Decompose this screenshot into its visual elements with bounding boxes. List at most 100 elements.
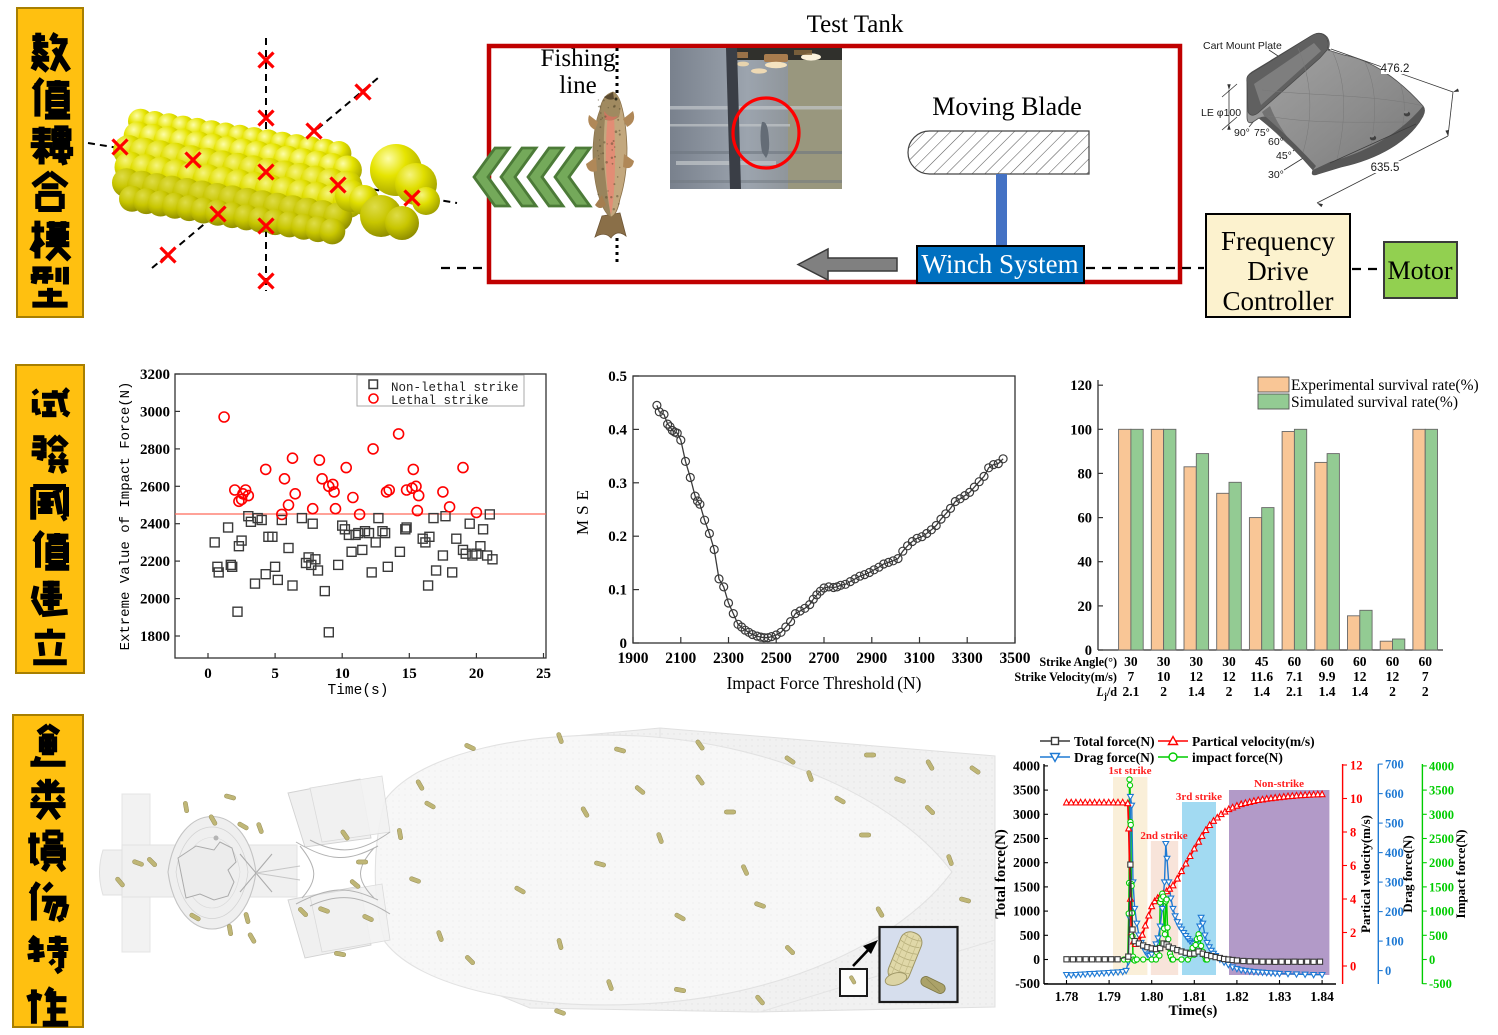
svg-text:Total force(N): Total force(N): [1074, 734, 1155, 749]
svg-text:1.4: 1.4: [1319, 684, 1336, 699]
svg-text:Time(s): Time(s): [328, 683, 389, 699]
svg-text:Drag force(N): Drag force(N): [1074, 750, 1154, 765]
svg-text:45°: 45°: [1276, 150, 1292, 162]
svg-text:10: 10: [1350, 792, 1363, 806]
svg-text:7: 7: [1422, 669, 1429, 684]
svg-text:60: 60: [1288, 654, 1302, 669]
svg-text:0: 0: [1350, 960, 1356, 974]
svg-text:80: 80: [1078, 466, 1093, 482]
svg-text:Drive: Drive: [1247, 256, 1308, 286]
svg-text:Total force(N): Total force(N): [993, 829, 1009, 919]
svg-text:1000: 1000: [1429, 905, 1454, 919]
svg-text:120: 120: [1070, 378, 1092, 394]
svg-text:476.2: 476.2: [1381, 63, 1410, 75]
svg-text:0: 0: [1429, 953, 1435, 967]
svg-text:2200: 2200: [140, 554, 170, 570]
svg-text:2: 2: [1389, 684, 1396, 699]
svg-text:9.9: 9.9: [1319, 669, 1336, 684]
svg-text:1.80: 1.80: [1140, 989, 1164, 1004]
svg-text:25: 25: [536, 666, 551, 682]
svg-text:3100: 3100: [904, 650, 935, 667]
svg-text:400: 400: [1385, 846, 1404, 860]
svg-text:0.2: 0.2: [608, 529, 627, 545]
svg-text:2300: 2300: [713, 650, 744, 667]
svg-text:Impact force(N): Impact force(N): [1453, 830, 1468, 919]
svg-text:2100: 2100: [665, 650, 696, 667]
svg-text:2800: 2800: [140, 442, 170, 458]
svg-text:2.1: 2.1: [1286, 684, 1303, 699]
svg-text:0.1: 0.1: [608, 583, 627, 599]
svg-text:1.82: 1.82: [1225, 989, 1249, 1004]
svg-text:12: 12: [1222, 669, 1236, 684]
svg-text:1800: 1800: [140, 629, 170, 645]
svg-text:6: 6: [1350, 859, 1356, 873]
svg-text:500: 500: [1429, 929, 1448, 943]
svg-text:1.83: 1.83: [1268, 989, 1292, 1004]
svg-text:Extreme Value of Impact Force(: Extreme Value of Impact Force(N): [118, 382, 134, 651]
svg-text:Frequency: Frequency: [1221, 226, 1335, 256]
svg-text:100: 100: [1070, 422, 1092, 438]
svg-text:Partical velocity(m/s): Partical velocity(m/s): [1358, 815, 1373, 933]
svg-text:Motor: Motor: [1388, 256, 1453, 285]
svg-text:3000: 3000: [140, 404, 170, 420]
svg-text:2.1: 2.1: [1122, 684, 1139, 699]
svg-text:3200: 3200: [140, 367, 170, 383]
svg-text:12: 12: [1190, 669, 1204, 684]
svg-text:Lj/d: Lj/d: [1095, 685, 1117, 701]
svg-text:12: 12: [1350, 759, 1363, 773]
svg-text:0: 0: [1385, 964, 1391, 978]
svg-text:MSE: MSE: [573, 485, 592, 535]
svg-text:1.81: 1.81: [1182, 989, 1206, 1004]
svg-text:30°: 30°: [1268, 169, 1284, 181]
svg-text:2: 2: [1160, 684, 1167, 699]
svg-text:11.6: 11.6: [1250, 669, 1273, 684]
svg-text:60: 60: [1353, 654, 1367, 669]
svg-text:3rd strike: 3rd strike: [1176, 791, 1222, 803]
svg-text:5: 5: [271, 666, 279, 682]
svg-text:0: 0: [1085, 643, 1092, 659]
svg-text:1.79: 1.79: [1097, 989, 1121, 1004]
svg-text:100: 100: [1385, 935, 1404, 949]
svg-text:1500: 1500: [1013, 879, 1040, 894]
svg-text:-500: -500: [1015, 976, 1040, 991]
svg-text:0: 0: [1033, 952, 1040, 967]
svg-text:0.3: 0.3: [608, 476, 627, 492]
svg-text:Time(s): Time(s): [1169, 1003, 1218, 1019]
svg-text:75°: 75°: [1254, 127, 1270, 139]
svg-text:Fishing: Fishing: [540, 45, 616, 72]
svg-text:30: 30: [1190, 654, 1204, 669]
svg-text:2000: 2000: [1429, 856, 1454, 870]
svg-text:500: 500: [1020, 928, 1041, 943]
svg-text:60: 60: [1320, 654, 1334, 669]
svg-text:30: 30: [1124, 654, 1138, 669]
svg-text:1.84: 1.84: [1310, 989, 1334, 1004]
svg-text:7: 7: [1128, 669, 1135, 684]
svg-text:7.1: 7.1: [1286, 669, 1303, 684]
svg-text:Drag force(N): Drag force(N): [1400, 835, 1415, 912]
svg-text:60: 60: [1418, 654, 1432, 669]
svg-text:60: 60: [1386, 654, 1400, 669]
svg-text:10: 10: [1157, 669, 1171, 684]
svg-text:60: 60: [1078, 511, 1093, 527]
svg-text:4000: 4000: [1429, 759, 1454, 773]
svg-text:2500: 2500: [1013, 831, 1040, 846]
svg-text:Test Tank: Test Tank: [807, 11, 904, 38]
svg-text:600: 600: [1385, 787, 1404, 801]
svg-text:30: 30: [1157, 654, 1171, 669]
svg-text:1.4: 1.4: [1253, 684, 1270, 699]
svg-text:2nd strike: 2nd strike: [1140, 830, 1187, 842]
svg-text:4000: 4000: [1013, 758, 1040, 773]
svg-text:3000: 3000: [1013, 807, 1040, 822]
svg-text:60°: 60°: [1268, 136, 1284, 148]
svg-text:2500: 2500: [1429, 832, 1454, 846]
svg-text:Experimental survival rate(%): Experimental survival rate(%): [1291, 377, 1479, 394]
svg-text:2000: 2000: [1013, 855, 1040, 870]
svg-text:1000: 1000: [1013, 904, 1040, 919]
svg-text:20: 20: [469, 666, 484, 682]
svg-text:635.5: 635.5: [1371, 162, 1400, 174]
svg-text:2000: 2000: [140, 592, 170, 608]
svg-text:2500: 2500: [761, 650, 792, 667]
svg-text:0.4: 0.4: [608, 422, 627, 438]
svg-text:impact force(N): impact force(N): [1192, 750, 1283, 765]
svg-text:45: 45: [1255, 654, 1269, 669]
